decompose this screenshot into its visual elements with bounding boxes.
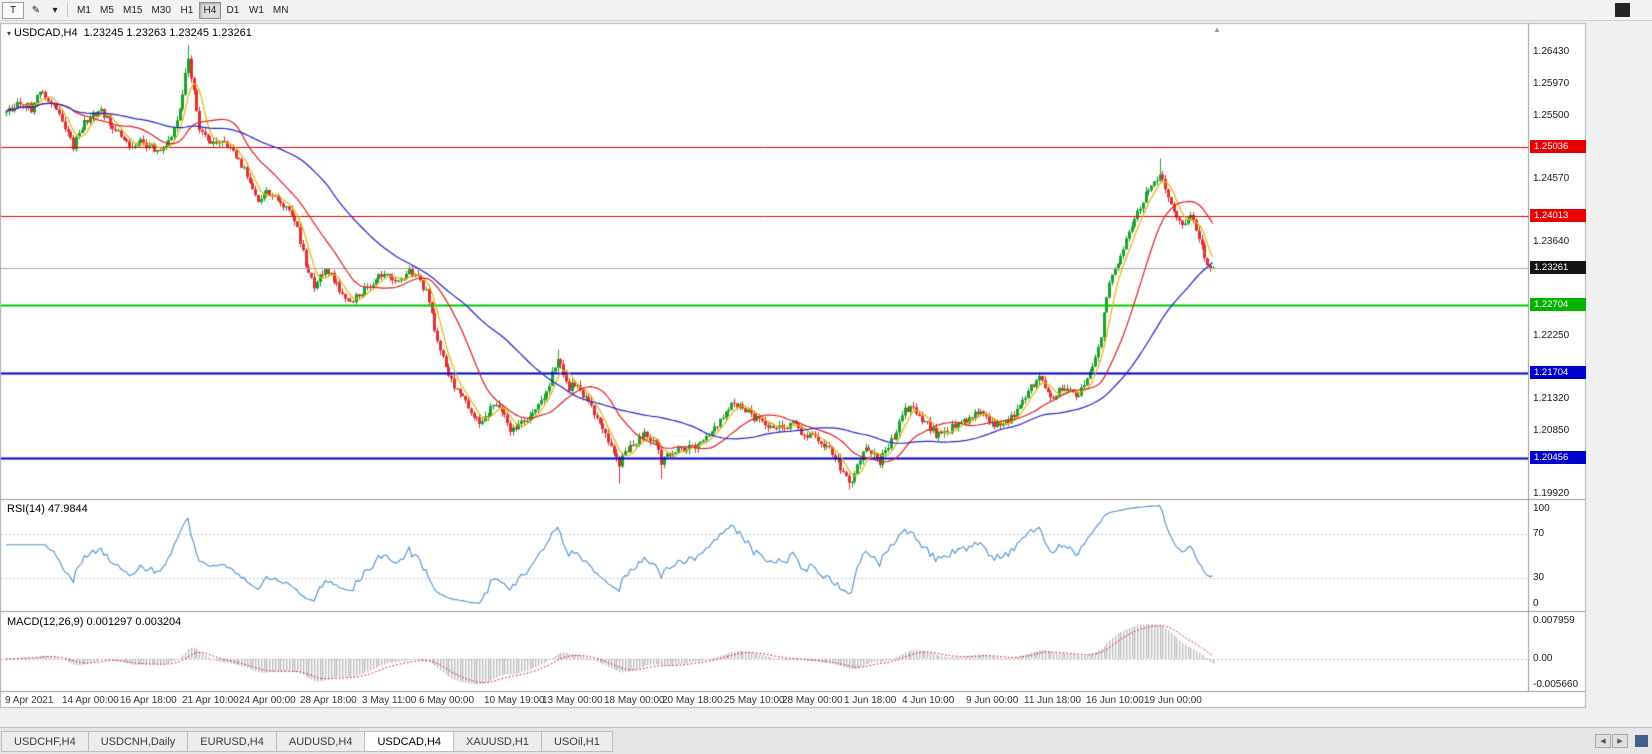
chart-title: ▾ USDCAD,H4 1.23245 1.23263 1.23245 1.2326… [7,27,252,39]
time-axis-label: 10 May 19:00 [484,695,545,706]
triangle-down-icon: ▾ [7,29,12,38]
price-level-badge: 1.21704 [1530,366,1586,380]
price-axis-label: 1.25500 [1533,109,1570,121]
tab-eurusd-h4[interactable]: EURUSD,H4 [187,731,277,752]
draw-tool-button[interactable]: ✎ [25,2,47,19]
macd-indicator-label: MACD(12,26,9) 0.001297 0.003204 [7,616,182,628]
scroll-left-button[interactable]: ◀ [1595,734,1611,748]
timeframe-button-w1[interactable]: W1 [245,2,268,19]
time-axis-label: 14 Apr 00:00 [62,695,119,706]
price-axis-label: 1.25970 [1533,77,1570,89]
time-axis-label: 21 Apr 10:00 [182,695,239,706]
tab-usdcnh-daily[interactable]: USDCNH,Daily [87,731,189,752]
window-button[interactable] [1615,3,1630,17]
tab-usdcad-h4[interactable]: USDCAD,H4 [364,731,455,752]
chart-tabbar: USDCHF,H4 USDCNH,Daily EURUSD,H4 AUDUSD,H4 U… [0,727,1652,754]
price-level-badge: 1.20456 [1530,450,1586,464]
timeframe-button-h4[interactable]: H4 [198,1,221,19]
toolbar: T ✎ ▾ M1 M5 M15 M30 H1 H4 D1 W1 MN [0,0,1652,21]
draw-tool-dropdown[interactable]: ▾ [48,2,62,19]
price-axis-label: 1.22250 [1533,330,1570,342]
scroll-right-button[interactable]: ▶ [1612,734,1628,748]
time-axis-label: 13 May 00:00 [542,695,603,706]
price-axis-label: 1.19920 [1533,488,1570,500]
price-axis-label: 1.26430 [1533,46,1570,58]
chart-symbol-period: USDCAD,H4 [14,27,78,39]
arrow-right-icon: ▶ [1617,738,1623,745]
time-axis-label: 16 Jun 10:00 [1086,695,1144,706]
time-axis-label: 9 Apr 2021 [5,695,54,706]
time-axis-label: 3 May 11:00 [362,695,417,706]
rsi-axis-label: 100 [1533,503,1550,514]
toolbar-separator [67,3,68,17]
time-axis-label: 28 Apr 18:00 [300,695,357,706]
rsi-axis-label: 0 [1533,598,1539,609]
price-axis-label: 1.21320 [1533,393,1570,405]
macd-axis-label: 0.00 [1533,652,1553,664]
price-level-badge: 1.25036 [1530,140,1586,154]
time-axis-label: 28 May 00:00 [782,695,843,706]
timeframe-button-m1[interactable]: M1 [73,2,95,19]
time-axis-label: 18 May 00:00 [604,695,665,706]
arrow-left-icon: ◀ [1600,738,1606,745]
chart-shift-triangle-icon: ▲ [1213,25,1221,34]
timeframe-button-m5[interactable]: M5 [96,2,118,19]
tab-usdchf-h4[interactable]: USDCHF,H4 [1,731,89,752]
time-axis-label: 24 Apr 00:00 [239,695,296,706]
time-axis-label: 9 Jun 00:00 [966,695,1019,706]
time-axis-label: 11 Jun 18:00 [1024,695,1082,706]
timeframe-button-h1[interactable]: H1 [176,2,198,19]
tab-xauusd-h1[interactable]: XAUUSD,H1 [453,731,542,752]
price-axis-label: 1.23640 [1533,235,1570,247]
scrollbar-thumb[interactable] [1635,735,1648,747]
timeframe-button-mn[interactable]: MN [269,2,293,19]
price-axis-label: 1.24570 [1533,172,1570,184]
price-axis-label: 1.20850 [1533,425,1570,437]
macd-axis-label: -0.005660 [1533,679,1579,690]
rsi-axis-label: 70 [1533,528,1545,540]
timeframe-button-d1[interactable]: D1 [222,2,244,19]
timeframe-button-m15[interactable]: M15 [119,2,146,19]
time-axis-label: 1 Jun 18:00 [844,695,897,706]
rsi-axis-label: 30 [1533,571,1545,583]
timeframe-buttons: M1 M5 M15 M30 H1 H4 D1 W1 MN [73,1,293,19]
tab-usoil-h1[interactable]: USOil,H1 [541,731,613,752]
tab-scrollbar: ◀ ▶ [1595,734,1648,748]
time-axis-label: 20 May 18:00 [662,695,723,706]
pencil-icon: ✎ [31,4,41,16]
macd-axis-label: 0.007959 [1533,615,1575,626]
time-axis-label: 25 May 10:00 [724,695,785,706]
chart-ohlc-values: 1.23245 1.23263 1.23245 1.23261 [83,27,252,39]
time-axis-label: 4 Jun 10:00 [902,695,955,706]
chart-tabs: USDCHF,H4 USDCNH,Daily EURUSD,H4 AUDUSD,H4 U… [1,731,613,752]
tab-audusd-h4[interactable]: AUDUSD,H4 [275,731,366,752]
time-axis-label: 6 May 00:00 [419,695,475,706]
price-level-badge: 1.22704 [1530,298,1586,312]
cursor-tool-button[interactable]: T [2,1,24,19]
time-axis-label: 19 Jun 00:00 [1144,695,1202,706]
text-cursor-icon: T [9,4,17,16]
price-level-badge: 1.24013 [1530,209,1586,223]
timeframe-button-m30[interactable]: M30 [147,2,174,19]
chevron-down-icon: ▾ [52,4,58,16]
time-axis-label: 16 Apr 18:00 [120,695,177,706]
rsi-indicator-label: RSI(14) 47.9844 [7,503,88,515]
price-level-badge: 1.23261 [1530,260,1586,274]
